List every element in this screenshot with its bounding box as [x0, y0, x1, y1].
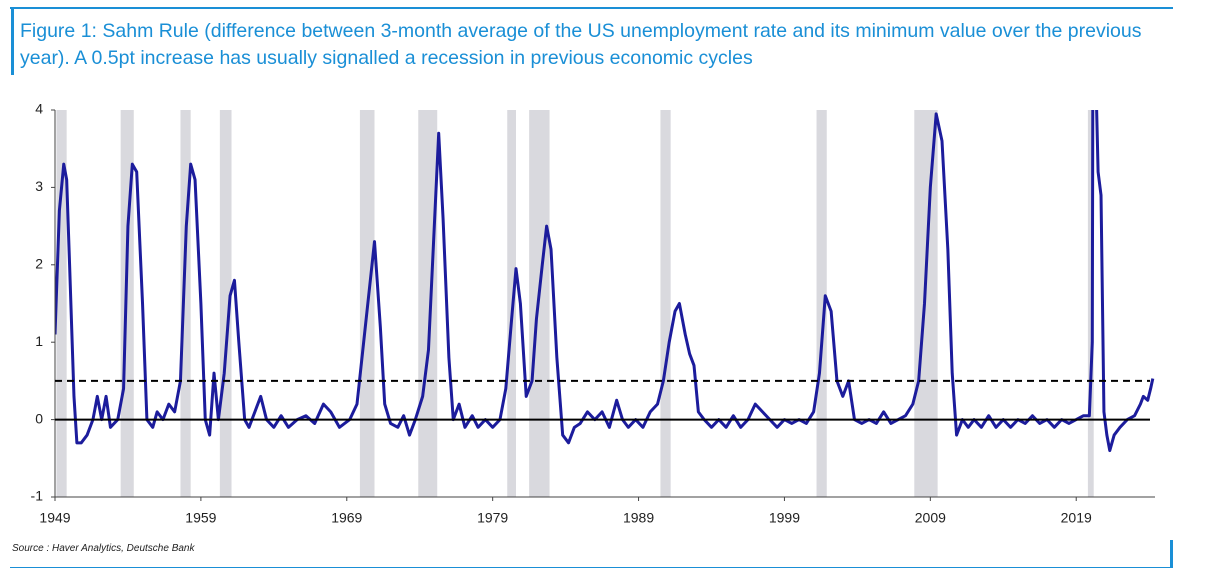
y-tick-label: 3	[35, 178, 43, 194]
y-tick-label: -1	[31, 488, 44, 504]
frame-accent	[11, 9, 14, 75]
recession-band	[56, 110, 67, 497]
x-tick-label: 1979	[477, 510, 508, 526]
x-tick-label: 2019	[1061, 510, 1092, 526]
frame-accent	[1170, 540, 1173, 568]
x-tick-label: 1949	[39, 510, 70, 526]
recession-band	[418, 110, 438, 497]
frame-bottom	[10, 567, 1173, 568]
plot-area	[55, 110, 1155, 497]
recession-band	[180, 110, 191, 497]
recession-band	[816, 110, 827, 497]
x-tick-label: 1999	[769, 510, 800, 526]
x-tick-label: 2009	[915, 510, 946, 526]
sahm-line	[55, 110, 1155, 453]
y-tick-label: 4	[35, 101, 43, 117]
recession-band	[219, 110, 232, 497]
x-tick-label: 1959	[185, 510, 216, 526]
y-tick-label: 0	[35, 410, 43, 426]
y-tick-label: 2	[35, 256, 43, 272]
x-tick-label: 1989	[623, 510, 654, 526]
frame-top	[10, 7, 1173, 9]
source-note: Source : Haver Analytics, Deutsche Bank	[12, 543, 195, 554]
recession-band	[1087, 110, 1094, 497]
chart-title: Figure 1: Sahm Rule (difference between …	[20, 20, 1142, 69]
recession-band	[660, 110, 671, 497]
y-tick-label: 1	[35, 333, 43, 349]
x-tick-label: 1969	[331, 510, 362, 526]
